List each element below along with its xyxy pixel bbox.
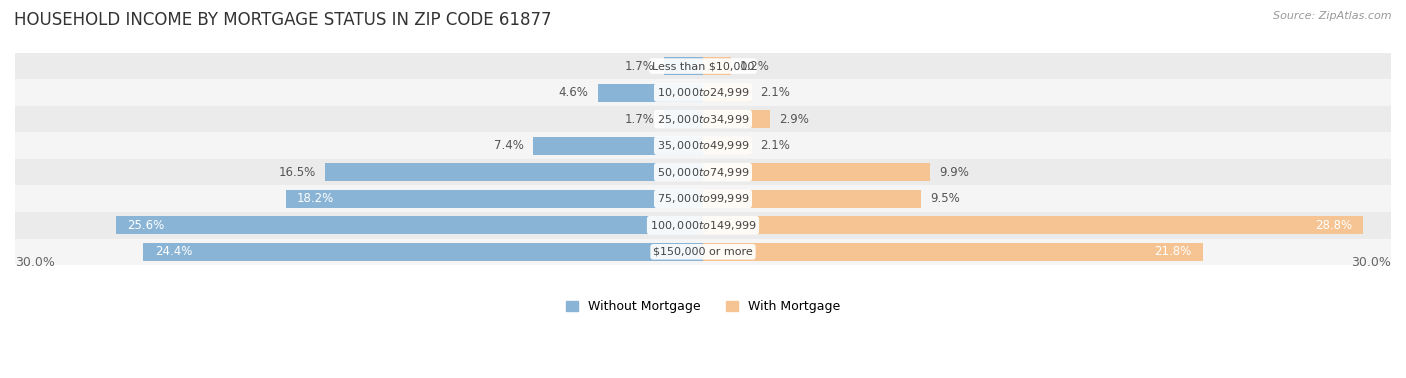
Text: 16.5%: 16.5% <box>278 166 315 179</box>
Text: 25.6%: 25.6% <box>128 219 165 232</box>
Text: 4.6%: 4.6% <box>558 86 588 99</box>
Text: $150,000 or more: $150,000 or more <box>654 247 752 257</box>
Bar <box>15 79 1391 106</box>
Bar <box>703 163 929 181</box>
Text: $35,000 to $49,999: $35,000 to $49,999 <box>657 139 749 152</box>
Bar <box>15 212 1391 239</box>
Bar <box>15 239 1391 265</box>
Text: 1.7%: 1.7% <box>624 60 655 73</box>
Text: 2.1%: 2.1% <box>761 139 790 152</box>
Text: 21.8%: 21.8% <box>1154 245 1191 258</box>
Bar <box>143 243 703 261</box>
Bar <box>325 163 703 181</box>
Bar <box>703 110 769 128</box>
Text: 9.9%: 9.9% <box>939 166 969 179</box>
Text: Less than $10,000: Less than $10,000 <box>652 61 754 71</box>
Text: 2.1%: 2.1% <box>761 86 790 99</box>
Bar <box>703 57 731 75</box>
Text: $100,000 to $149,999: $100,000 to $149,999 <box>650 219 756 232</box>
Bar <box>15 186 1391 212</box>
Bar <box>703 216 1364 234</box>
Bar <box>15 106 1391 132</box>
Text: 7.4%: 7.4% <box>495 139 524 152</box>
Text: $25,000 to $34,999: $25,000 to $34,999 <box>657 113 749 125</box>
Text: 18.2%: 18.2% <box>297 192 335 205</box>
Text: 30.0%: 30.0% <box>1351 256 1391 269</box>
Bar <box>703 190 921 208</box>
Text: 2.9%: 2.9% <box>779 113 808 125</box>
Text: 28.8%: 28.8% <box>1315 219 1353 232</box>
Legend: Without Mortgage, With Mortgage: Without Mortgage, With Mortgage <box>561 295 845 318</box>
Bar <box>703 243 1204 261</box>
Bar <box>15 132 1391 159</box>
Bar <box>15 159 1391 186</box>
Text: $75,000 to $99,999: $75,000 to $99,999 <box>657 192 749 205</box>
Text: 1.2%: 1.2% <box>740 60 769 73</box>
Text: $10,000 to $24,999: $10,000 to $24,999 <box>657 86 749 99</box>
Text: 9.5%: 9.5% <box>929 192 960 205</box>
Bar <box>533 137 703 155</box>
Bar <box>664 57 703 75</box>
Bar <box>115 216 703 234</box>
Bar <box>703 84 751 102</box>
Bar <box>285 190 703 208</box>
Text: 30.0%: 30.0% <box>15 256 55 269</box>
Text: 1.7%: 1.7% <box>624 113 655 125</box>
Text: Source: ZipAtlas.com: Source: ZipAtlas.com <box>1274 11 1392 21</box>
Bar <box>703 137 751 155</box>
Bar <box>664 110 703 128</box>
Text: HOUSEHOLD INCOME BY MORTGAGE STATUS IN ZIP CODE 61877: HOUSEHOLD INCOME BY MORTGAGE STATUS IN Z… <box>14 11 551 29</box>
Text: $50,000 to $74,999: $50,000 to $74,999 <box>657 166 749 179</box>
Text: 24.4%: 24.4% <box>155 245 193 258</box>
Bar <box>598 84 703 102</box>
Bar <box>15 53 1391 79</box>
